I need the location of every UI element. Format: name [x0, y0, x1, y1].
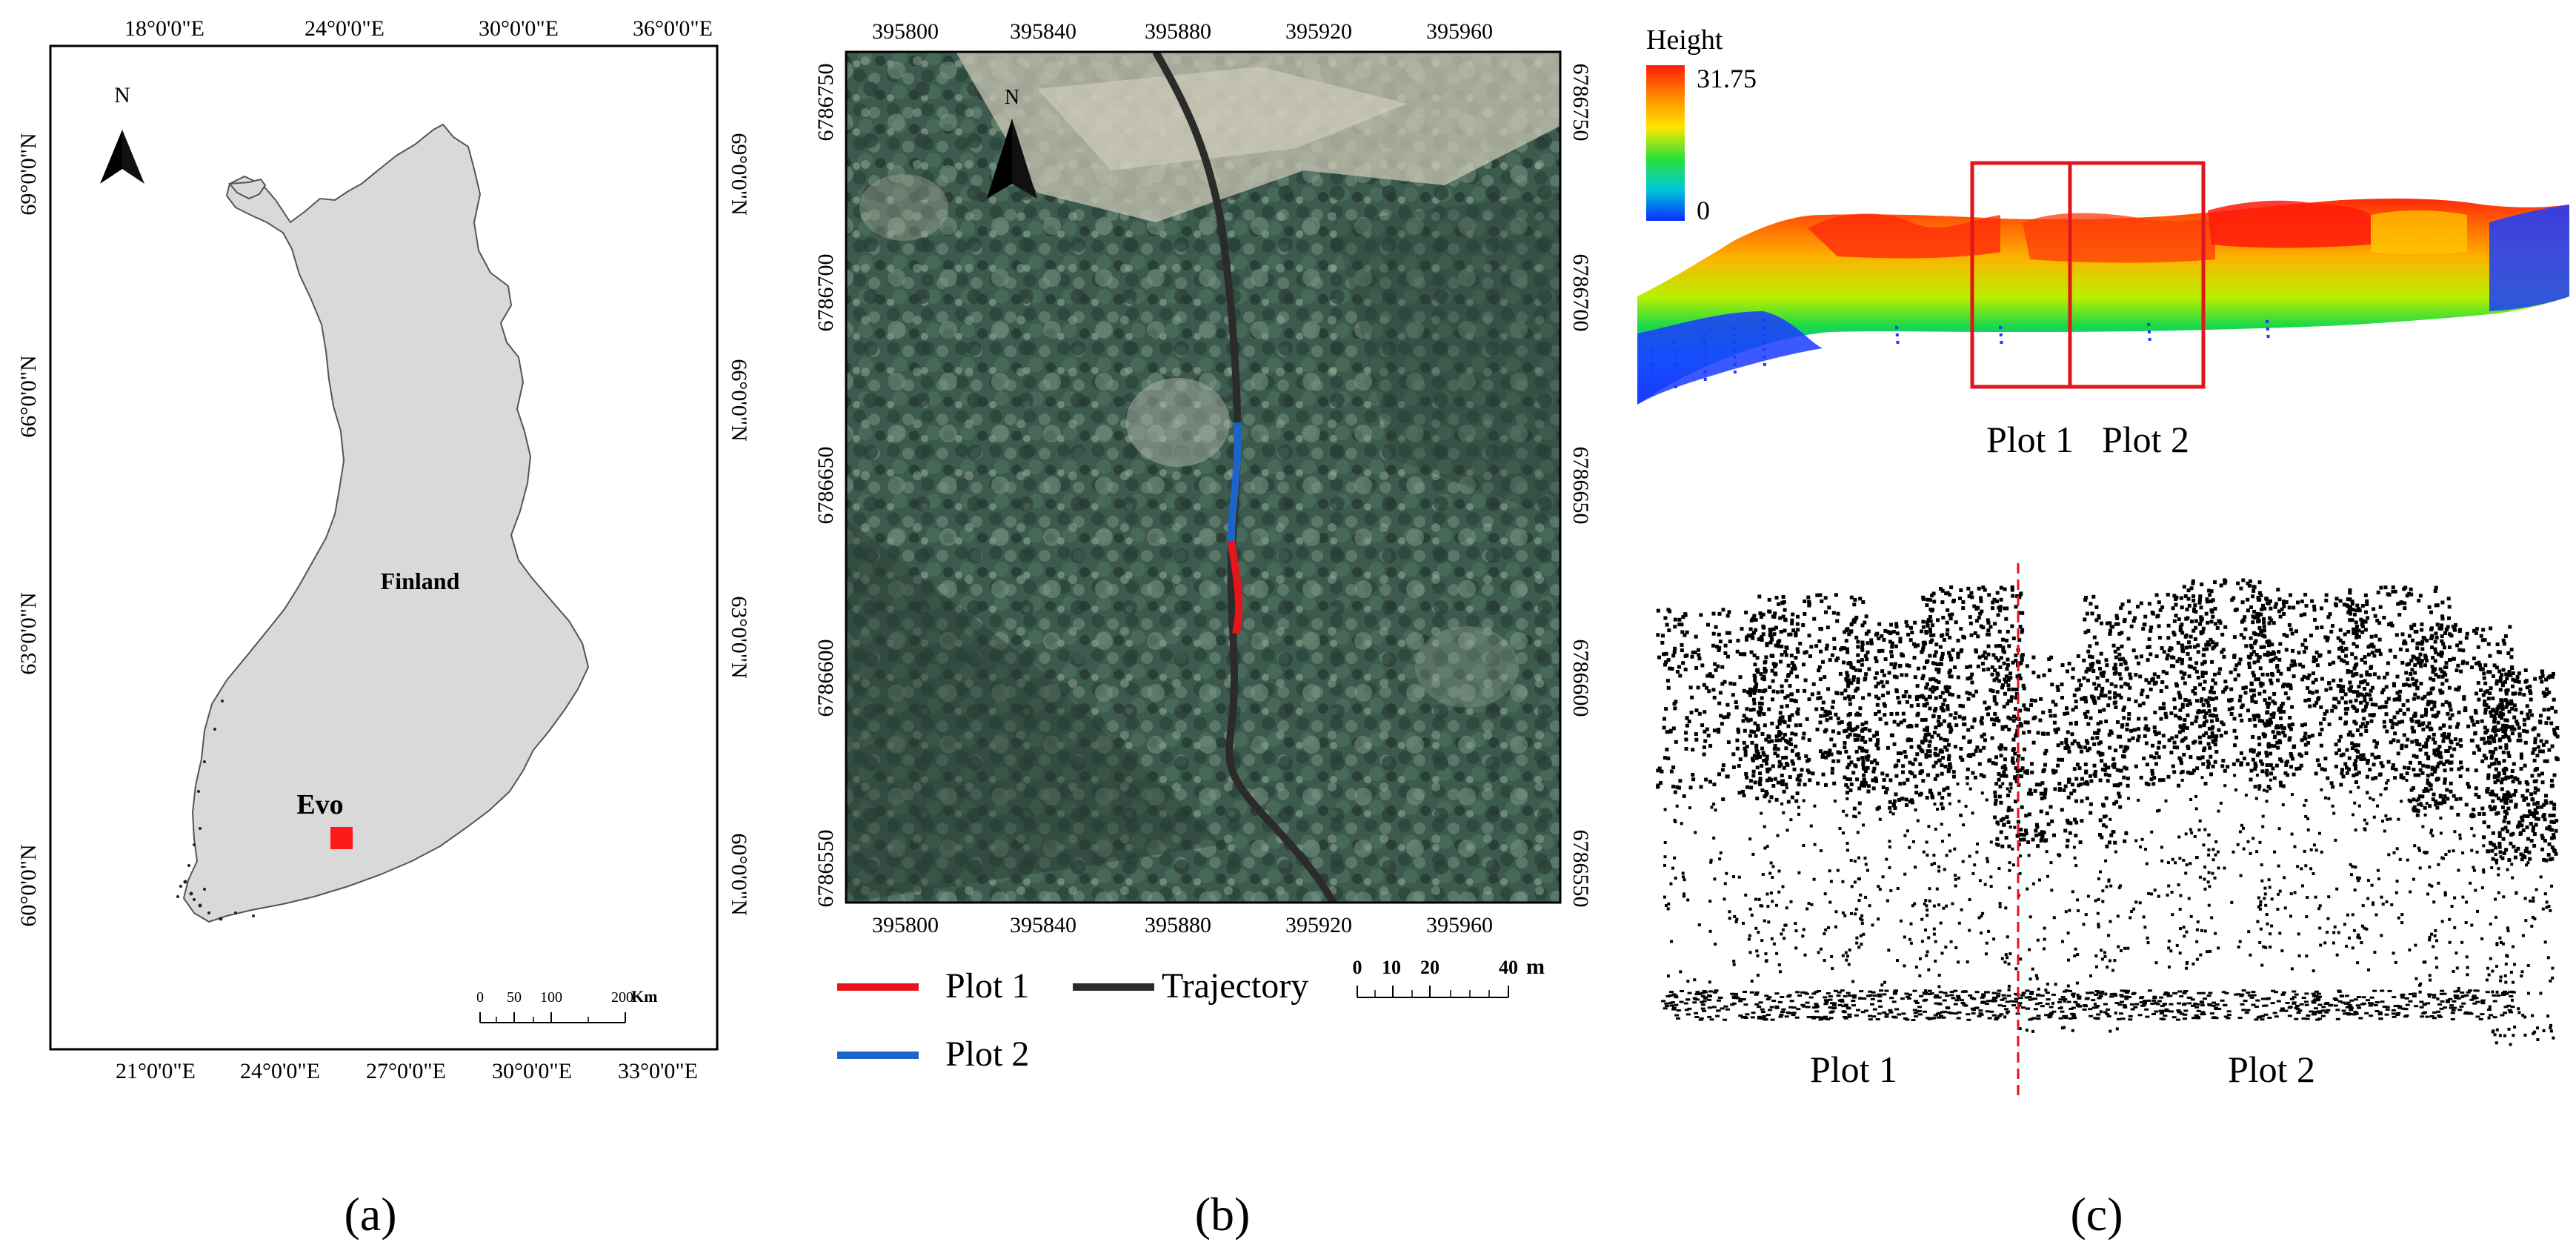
y-tick-left-5: 6786550	[813, 830, 838, 908]
north-arrow-icon: N	[100, 83, 144, 184]
finland-shape	[182, 123, 590, 923]
lon-tick-bottom-5: 33°0'0"E	[618, 1059, 698, 1083]
x-tick-bottom-4: 395920	[1285, 913, 1352, 937]
panel-a-label: (a)	[344, 1188, 396, 1240]
lat-tick-left-1: 69°0'0"N	[16, 133, 41, 215]
colorbar	[1646, 65, 1685, 221]
x-tick-bottom-1: 395800	[872, 913, 939, 937]
lon-tick-bottom-4: 30°0'0"E	[492, 1059, 572, 1083]
scale-a-100: 100	[540, 989, 562, 1006]
scale-b-20: 20	[1420, 957, 1440, 978]
panel-b-label: (b)	[1195, 1188, 1251, 1240]
legend-plot1-label: Plot 1	[945, 966, 1029, 1006]
scale-a-50: 50	[507, 989, 522, 1006]
lon-tick-top-2: 24°0'0"E	[304, 16, 385, 41]
lon-tick-top-3: 30°0'0"E	[479, 16, 559, 41]
x-tick-top-3: 395880	[1145, 19, 1211, 44]
plot2-segment	[1228, 422, 1242, 542]
scale-b-40: 40	[1499, 957, 1518, 978]
y-tick-right-3: 6786650	[1568, 447, 1593, 525]
x-tick-top-2: 395840	[1010, 19, 1076, 44]
top-plot2-label: Plot 2	[2102, 419, 2189, 460]
legend-b: Plot 1 Trajectory Plot 2	[837, 966, 1308, 1074]
lon-tick-bottom-3: 27°0'0"E	[366, 1059, 446, 1083]
bottom-plot2-label: Plot 2	[2228, 1049, 2315, 1090]
x-tick-top-5: 395960	[1426, 19, 1493, 44]
colorbar-title: Height	[1646, 24, 1723, 56]
legend-trajectory-label: Trajectory	[1162, 966, 1308, 1006]
y-tick-right-1: 6786750	[1568, 64, 1593, 142]
scale-bar-a: 0 50 100 200 Km	[476, 987, 657, 1023]
country-label: Finland	[381, 568, 460, 594]
profile-point-cloud	[1656, 578, 2560, 1046]
x-tick-top-1: 395800	[872, 19, 939, 44]
y-tick-right-2: 6786700	[1568, 254, 1593, 332]
panel-c-label: (c)	[2070, 1188, 2123, 1240]
x-tick-top-4: 395920	[1285, 19, 1352, 44]
panel-a: 18°0'0"E 24°0'0"E 30°0'0"E 36°0'0"E 21°0…	[16, 16, 751, 1240]
x-tick-bottom-3: 395880	[1145, 913, 1211, 937]
scale-b-unit: m	[1526, 954, 1545, 979]
panel-b: N 395800 395840 395880 395920 395960 395…	[813, 19, 1593, 1240]
lat-tick-left-4: 60°0'0"N	[16, 844, 41, 926]
colorbar-max: 31.75	[1697, 64, 1757, 93]
archipelago	[176, 700, 255, 921]
scale-a-unit: Km	[631, 987, 657, 1006]
legend-plot2-label: Plot 2	[945, 1034, 1029, 1074]
y-tick-left-2: 6786700	[813, 254, 838, 332]
y-tick-left-4: 6786600	[813, 640, 838, 717]
y-tick-right-4: 6786600	[1568, 640, 1593, 717]
lon-tick-top-1: 18°0'0"E	[124, 16, 204, 41]
site-marker	[330, 827, 353, 849]
plot2-box	[2068, 161, 2206, 389]
north-b-label: N	[1005, 86, 1019, 109]
lat-tick-left-3: 63°0'0"N	[16, 592, 41, 674]
site-label: Evo	[296, 789, 343, 820]
finland-arm	[227, 178, 267, 200]
lon-tick-bottom-1: 21°0'0"E	[116, 1059, 196, 1083]
top-plot1-label: Plot 1	[1986, 419, 2074, 460]
lat-tick-right-2: 66°0'0"N	[727, 359, 751, 441]
lat-tick-right-1: 69°0'0"N	[727, 133, 751, 215]
x-tick-bottom-5: 395960	[1426, 913, 1493, 937]
colored-point-cloud	[1637, 199, 2569, 405]
lon-tick-top-4: 36°0'0"E	[633, 16, 713, 41]
colorbar-min: 0	[1697, 196, 1710, 225]
scale-a-200: 200	[611, 989, 633, 1006]
plot1-segment	[1228, 540, 1243, 634]
lon-tick-bottom-2: 24°0'0"E	[240, 1059, 320, 1083]
scale-a-0: 0	[476, 989, 484, 1006]
scale-b-10: 10	[1382, 957, 1401, 978]
y-tick-left-1: 6786750	[813, 64, 838, 142]
north-arrow-b-icon: N	[987, 86, 1037, 199]
y-tick-left-3: 6786650	[813, 447, 838, 525]
panel-c: Height 31.75 0	[1637, 24, 2569, 1240]
north-label: N	[114, 83, 130, 107]
y-tick-right-5: 6786550	[1568, 830, 1593, 908]
scale-b-0: 0	[1353, 957, 1362, 978]
bottom-plot1-label: Plot 1	[1810, 1049, 1897, 1090]
lat-tick-right-4: 60°0'0"N	[727, 833, 751, 915]
lat-tick-left-2: 66°0'0"N	[16, 355, 41, 437]
x-tick-bottom-2: 395840	[1010, 913, 1076, 937]
scale-bar-b: 0 10 20 40 m	[1353, 954, 1545, 998]
lat-tick-right-3: 63°0'0"N	[727, 596, 751, 678]
satellite-image: N	[846, 52, 1560, 903]
